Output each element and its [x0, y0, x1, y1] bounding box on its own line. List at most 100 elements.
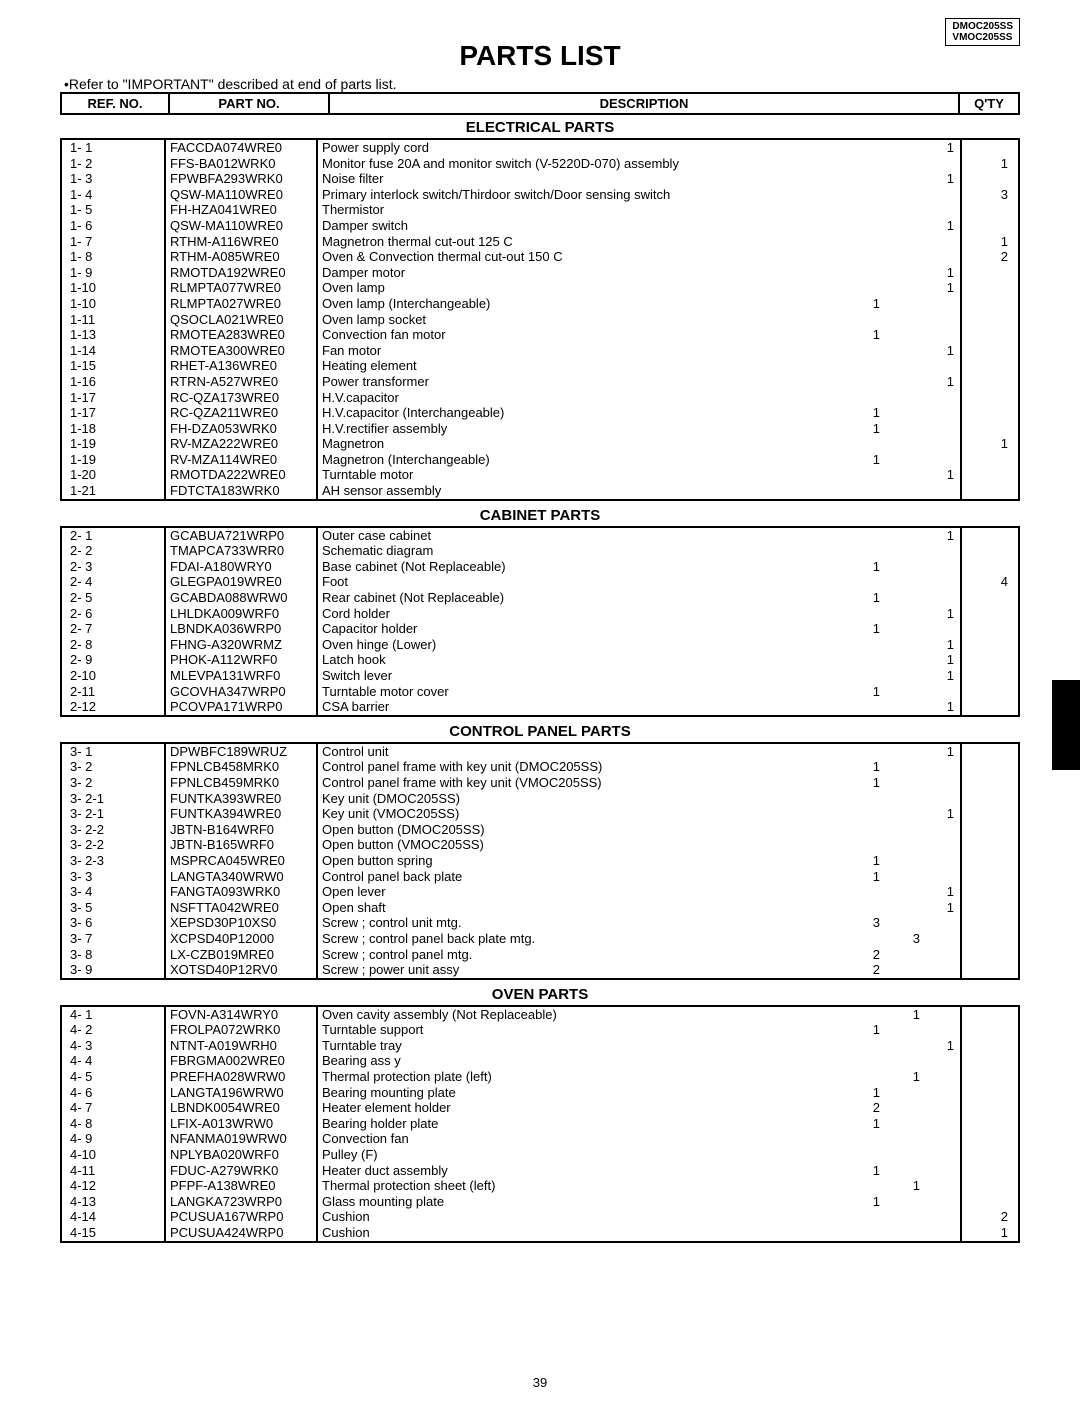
- cell-qty: [961, 931, 1019, 947]
- table-row: 4- 7LBNDK0054WRE0Heater element holder2: [61, 1100, 1019, 1116]
- table-row: 1-11QSOCLA021WRE0Oven lamp socket: [61, 312, 1019, 328]
- cell-desc: Noise filter1: [317, 171, 961, 187]
- cell-desc: Open button spring1: [317, 853, 961, 869]
- table-row: 2- 9PHOK-A112WRF0Latch hook1: [61, 652, 1019, 668]
- cell-desc: Power transformer1: [317, 374, 961, 390]
- qty-inline: 1: [913, 1069, 920, 1085]
- cell-qty: [961, 606, 1019, 622]
- cell-qty: 1: [961, 1225, 1019, 1242]
- cell-desc: Convection fan: [317, 1131, 961, 1147]
- cell-qty: 4: [961, 574, 1019, 590]
- cell-qty: [961, 171, 1019, 187]
- table-row: 1-20RMOTDA222WRE0Turntable motor1: [61, 467, 1019, 483]
- cell-part: FBRGMA002WRE0: [165, 1053, 317, 1069]
- qty-inline: 1: [873, 869, 880, 885]
- cell-qty: [961, 743, 1019, 760]
- cell-ref: 1-10: [61, 280, 165, 296]
- table-row: 3- 4FANGTA093WRK0Open lever1: [61, 884, 1019, 900]
- cell-ref: 1- 4: [61, 187, 165, 203]
- cell-ref: 2- 4: [61, 574, 165, 590]
- cell-desc: Screw ; control panel mtg.2: [317, 947, 961, 963]
- cell-qty: 2: [961, 249, 1019, 265]
- cell-ref: 3- 2-2: [61, 837, 165, 853]
- table-row: 4-15PCUSUA424WRP0Cushion1: [61, 1225, 1019, 1242]
- cell-desc: Magnetron: [317, 436, 961, 452]
- table-row: 2- 5GCABDA088WRW0Rear cabinet (Not Repla…: [61, 590, 1019, 606]
- cell-ref: 3- 8: [61, 947, 165, 963]
- table-row: 4- 4FBRGMA002WRE0Bearing ass y: [61, 1053, 1019, 1069]
- cell-part: FDTCTA183WRK0: [165, 483, 317, 500]
- table-row: 4- 5PREFHA028WRW0Thermal protection plat…: [61, 1069, 1019, 1085]
- cell-ref: 1-16: [61, 374, 165, 390]
- cell-part: FH-HZA041WRE0: [165, 202, 317, 218]
- cell-desc: H.V.rectifier assembly1: [317, 421, 961, 437]
- cell-part: PCUSUA424WRP0: [165, 1225, 317, 1242]
- cell-desc: Open button (VMOC205SS): [317, 837, 961, 853]
- cell-ref: 4- 7: [61, 1100, 165, 1116]
- cell-qty: [961, 1116, 1019, 1132]
- cell-ref: 1- 8: [61, 249, 165, 265]
- cell-desc: Key unit (VMOC205SS)1: [317, 806, 961, 822]
- cell-part: FROLPA072WRK0: [165, 1022, 317, 1038]
- cell-qty: [961, 358, 1019, 374]
- cell-ref: 2-11: [61, 684, 165, 700]
- cell-desc: Glass mounting plate1: [317, 1194, 961, 1210]
- qty-inline: 1: [947, 884, 954, 900]
- cell-desc: Magnetron thermal cut-out 125 C: [317, 234, 961, 250]
- table-row: 3- 2-2JBTN-B165WRF0Open button (VMOC205S…: [61, 837, 1019, 853]
- cell-part: NSFTTA042WRE0: [165, 900, 317, 916]
- cell-ref: 2- 9: [61, 652, 165, 668]
- cell-desc: Control unit1: [317, 743, 961, 760]
- table-row: 2- 2TMAPCA733WRR0Schematic diagram: [61, 543, 1019, 559]
- cell-qty: [961, 1163, 1019, 1179]
- qty-inline: 1: [947, 343, 954, 359]
- table-row: 1-10RLMPTA027WRE0Oven lamp (Interchangea…: [61, 296, 1019, 312]
- cell-ref: 3- 9: [61, 962, 165, 979]
- qty-inline: 1: [947, 806, 954, 822]
- table-row: 4- 8LFIX-A013WRW0Bearing holder plate1: [61, 1116, 1019, 1132]
- cell-part: FPNLCB458MRK0: [165, 759, 317, 775]
- cell-ref: 4- 2: [61, 1022, 165, 1038]
- table-row: 3- 2-3MSPRCA045WRE0Open button spring1: [61, 853, 1019, 869]
- table-row: 2- 3FDAI-A180WRY0Base cabinet (Not Repla…: [61, 559, 1019, 575]
- cell-desc: Bearing holder plate1: [317, 1116, 961, 1132]
- cell-desc: AH sensor assembly: [317, 483, 961, 500]
- cell-part: RTHM-A116WRE0: [165, 234, 317, 250]
- cell-qty: [961, 1194, 1019, 1210]
- cell-ref: 2-10: [61, 668, 165, 684]
- cell-ref: 1- 1: [61, 139, 165, 156]
- qty-inline: 1: [947, 900, 954, 916]
- cell-qty: [961, 853, 1019, 869]
- cell-part: RV-MZA114WRE0: [165, 452, 317, 468]
- note-text: •Refer to "IMPORTANT" described at end o…: [64, 76, 1020, 92]
- cell-qty: [961, 1022, 1019, 1038]
- cell-qty: [961, 1006, 1019, 1023]
- qty-inline: 1: [873, 775, 880, 791]
- cell-qty: [961, 405, 1019, 421]
- cell-ref: 1- 6: [61, 218, 165, 234]
- cell-qty: [961, 218, 1019, 234]
- table-row: 4-13LANGKA723WRP0Glass mounting plate1: [61, 1194, 1019, 1210]
- cell-desc: Screw ; control unit mtg.3: [317, 915, 961, 931]
- cell-ref: 2- 3: [61, 559, 165, 575]
- cell-desc: Fan motor1: [317, 343, 961, 359]
- cell-part: MSPRCA045WRE0: [165, 853, 317, 869]
- cell-qty: [961, 312, 1019, 328]
- cell-desc: Open lever1: [317, 884, 961, 900]
- cell-part: LANGTA340WRW0: [165, 869, 317, 885]
- cell-ref: 4- 6: [61, 1085, 165, 1101]
- cell-qty: [961, 390, 1019, 406]
- cell-qty: [961, 869, 1019, 885]
- cell-part: QSW-MA110WRE0: [165, 187, 317, 203]
- cell-ref: 3- 2-1: [61, 791, 165, 807]
- cell-ref: 1- 9: [61, 265, 165, 281]
- table-row: 1- 6QSW-MA110WRE0Damper switch1: [61, 218, 1019, 234]
- cell-part: RTHM-A085WRE0: [165, 249, 317, 265]
- section-table: 3- 1DPWBFC189WRUZControl unit13- 2FPNLCB…: [60, 742, 1020, 980]
- table-row: 3- 2-2JBTN-B164WRF0Open button (DMOC205S…: [61, 822, 1019, 838]
- section-table: 2- 1GCABUA721WRP0Outer case cabinet12- 2…: [60, 526, 1020, 717]
- cell-part: FDUC-A279WRK0: [165, 1163, 317, 1179]
- header-ref: REF. NO.: [61, 93, 169, 114]
- cell-qty: [961, 684, 1019, 700]
- page-number: 39: [0, 1375, 1080, 1390]
